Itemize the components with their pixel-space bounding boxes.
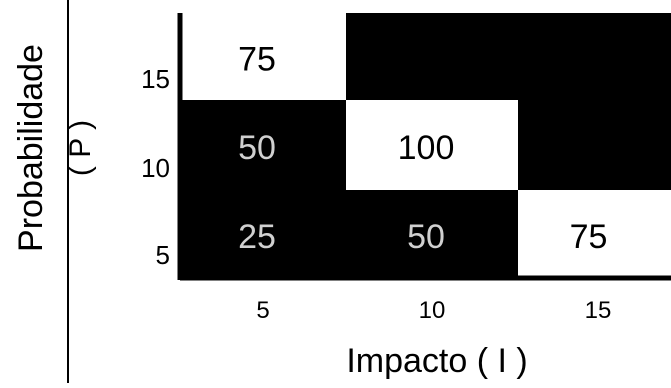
heatmap-cell-10-5: [346, 190, 518, 278]
heatmap-cell-15-5: [518, 190, 671, 278]
cell-value-label-5-10: 50: [238, 129, 276, 167]
heatmap-cell-5-15: [180, 13, 346, 100]
x-tick-labels: 5 10 15: [256, 297, 611, 324]
heatmap-cells: 75 50 100 25 50 75: [180, 13, 671, 278]
x-tick-label-10: 10: [419, 297, 446, 324]
cell-value-label-15-5: 75: [570, 218, 608, 256]
cell-value-label-5-15: 75: [238, 41, 276, 79]
heatmap-cell-10-10: [346, 100, 518, 190]
cell-value-label-10-5: 50: [407, 218, 445, 256]
y-tick-label-10: 10: [141, 153, 170, 183]
y-axis-title: Probabilidade: [12, 44, 50, 252]
y-axis-title-unit: ( P ): [64, 120, 97, 176]
heatmap-cell-5-10: [180, 100, 346, 190]
cell-value-label-5-5: 25: [238, 218, 276, 256]
heatmap-cell-15-15: [518, 13, 671, 100]
y-tick-label-5: 5: [156, 240, 170, 270]
heatmap-cell-10-15: [346, 13, 518, 100]
x-tick-label-5: 5: [256, 297, 269, 324]
heatmap-cell-15-10: [518, 100, 671, 190]
y-tick-labels: 5 10 15: [141, 64, 170, 270]
y-tick-label-15: 15: [141, 64, 170, 94]
cell-value-label-10-10: 100: [398, 129, 455, 167]
heatmap-cell-5-5: [180, 190, 346, 278]
x-axis-title: Impacto ( I ): [346, 342, 527, 380]
x-tick-label-15: 15: [585, 297, 612, 324]
